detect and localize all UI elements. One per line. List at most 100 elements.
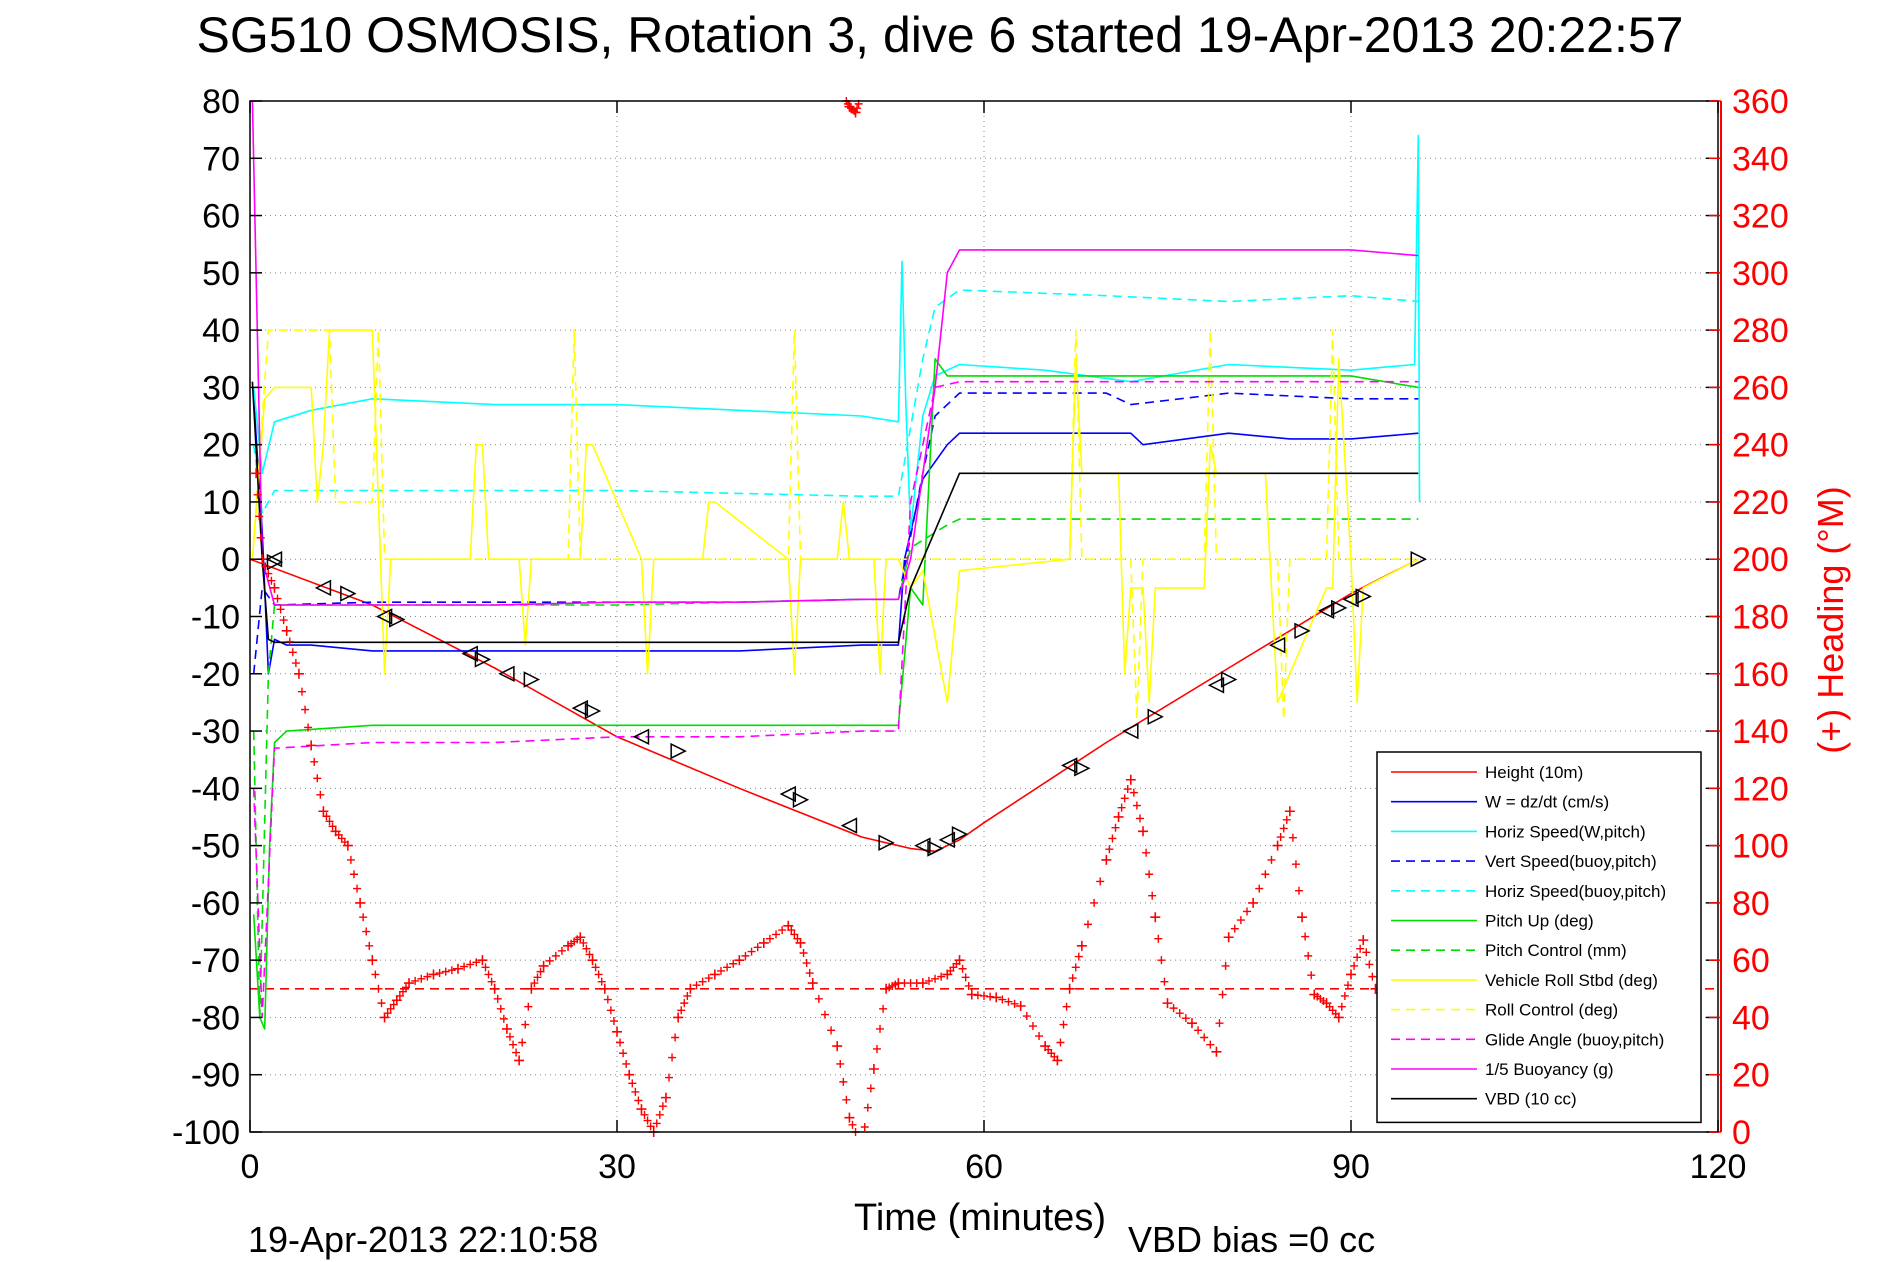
heading-sample <box>958 964 967 973</box>
x-tick-label: 60 <box>965 1148 1003 1186</box>
heading-point <box>917 978 928 989</box>
heading-sample <box>362 927 371 936</box>
legend-label: Vehicle Roll Stbd (deg) <box>1485 971 1658 990</box>
heading-sample <box>924 976 933 985</box>
heading-point <box>1358 935 1369 946</box>
heading-point <box>1052 1055 1063 1066</box>
heading-sample <box>297 687 306 696</box>
heading-point <box>1272 840 1283 851</box>
heading-sample <box>1181 1014 1190 1023</box>
heading-sample <box>609 1017 618 1026</box>
heading-sample <box>646 1122 655 1131</box>
heading-sample <box>460 962 469 971</box>
left-tick-label: -90 <box>191 1057 240 1095</box>
dive-marker-left <box>265 551 283 568</box>
right-axis: 3603403203002802602402202001801601401201… <box>1709 83 1789 1152</box>
heading-sample <box>753 943 762 952</box>
heading-sample <box>591 963 600 972</box>
heading-sample <box>652 1119 661 1128</box>
heading-sample <box>622 1059 631 1068</box>
heading-sample <box>931 974 940 983</box>
heading-sample <box>1236 916 1245 925</box>
heading-point <box>954 955 965 966</box>
heading-sample <box>863 1103 872 1112</box>
dive-marker-right <box>523 671 541 688</box>
heading-sample <box>658 1102 667 1111</box>
heading-sample <box>304 723 313 732</box>
heading-sample <box>1343 981 1352 990</box>
dive-marker-left <box>1342 591 1359 608</box>
dive-marker-right <box>266 553 284 571</box>
heading-sample <box>683 991 692 1000</box>
series-glide-angle-buoy-pitch <box>252 380 1419 1019</box>
heading-sample <box>1295 886 1304 895</box>
series-horiz-speed-w-pitch <box>252 134 1421 532</box>
heading-sample <box>472 958 481 967</box>
heading-point <box>1015 1000 1026 1011</box>
heading-point <box>1162 998 1173 1009</box>
right-tick-label: 360 <box>1732 83 1789 121</box>
dive-marker-right <box>878 834 895 851</box>
heading-sample <box>301 705 310 714</box>
heading-sample <box>505 1032 514 1041</box>
heading-sample <box>723 963 732 972</box>
dive-marker-right <box>1147 708 1164 725</box>
left-tick-label: 10 <box>202 484 240 522</box>
heading-sample <box>998 995 1007 1004</box>
heading-point <box>1248 897 1259 908</box>
heading-sample <box>377 999 386 1008</box>
heading-sample <box>1071 963 1080 972</box>
heading-sample <box>1276 833 1285 842</box>
plot-timestamp: 19-Apr-2013 22:10:58 <box>248 1219 598 1260</box>
heading-point <box>660 1092 671 1103</box>
heading-sample <box>264 569 273 578</box>
dive-marker-left <box>1060 757 1078 774</box>
heading-sample <box>1169 1004 1178 1013</box>
dive-marker-right <box>1074 760 1091 777</box>
heading-sample <box>1022 1012 1031 1021</box>
heading-sample <box>1160 977 1169 986</box>
right-tick-label: 300 <box>1732 255 1789 293</box>
dive-marker-right <box>1331 599 1348 617</box>
heading-point <box>868 1063 879 1074</box>
heading-sample <box>597 977 606 986</box>
heading-sample <box>279 616 288 625</box>
heading-point <box>1333 1012 1344 1023</box>
series-roll-control-deg <box>251 329 1419 721</box>
heading-sample <box>273 594 282 603</box>
heading-sample <box>551 951 560 960</box>
x-axis: 0 30 60 90 120 <box>241 101 1746 1186</box>
heading-sample <box>664 1073 673 1082</box>
heading-sample <box>1221 961 1230 970</box>
heading-sample <box>1135 814 1144 823</box>
heading-point <box>1101 854 1112 865</box>
heading-sample <box>628 1079 637 1088</box>
heading-sample <box>655 1110 664 1119</box>
heading-sample <box>961 973 970 982</box>
heading-point <box>501 1023 512 1034</box>
dive-marker-left <box>314 579 332 597</box>
heading-sample <box>1282 815 1291 824</box>
dive-marker-right <box>340 585 357 602</box>
left-tick-label: -50 <box>191 828 240 866</box>
heading-sample <box>435 969 444 978</box>
heading-sample <box>1340 991 1349 1000</box>
heading-point <box>281 625 292 636</box>
series-w-dz-dt-cm-s <box>252 398 1419 675</box>
marker-layer <box>265 551 1427 857</box>
left-tick-label: 40 <box>202 312 240 350</box>
heading-sample <box>1117 803 1126 812</box>
heading-sample <box>1105 845 1114 854</box>
heading-point <box>1064 983 1075 994</box>
heading-sample <box>1148 891 1157 900</box>
left-tick-label: 70 <box>202 140 240 178</box>
heading-point <box>807 978 818 989</box>
heading-sample <box>716 966 725 975</box>
heading-point <box>306 740 317 751</box>
heading-sample <box>698 977 707 986</box>
heading-point <box>526 983 537 994</box>
legend-label: Height (10m) <box>1485 763 1583 782</box>
heading-sample <box>365 941 374 950</box>
heading-point <box>795 937 806 948</box>
